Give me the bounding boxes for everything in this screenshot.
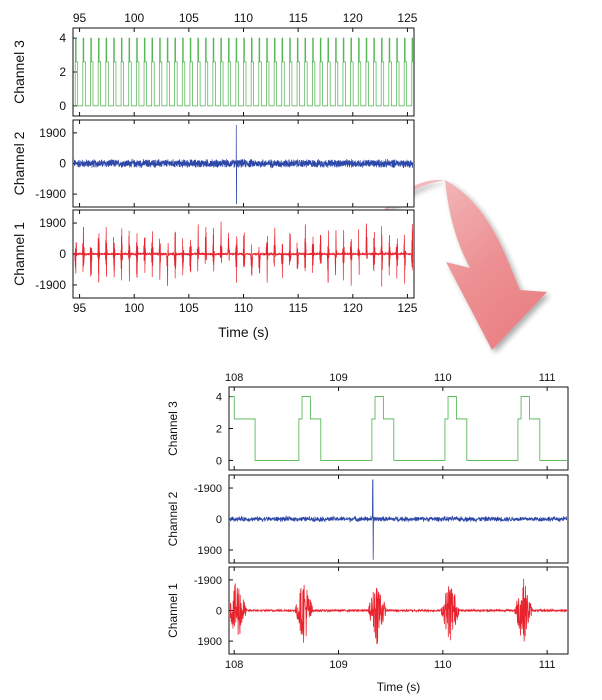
bottom-x-tick-label: 120 — [343, 301, 363, 315]
y-tick-label: 2 — [59, 65, 66, 79]
y-axis-label: Channel 2 — [166, 491, 180, 546]
bottom-x-tick-label: 109 — [329, 659, 347, 671]
y-tick-label: -1900 — [194, 575, 222, 587]
top-x-tick-label: 109 — [329, 372, 347, 384]
y-tick-label: 0 — [59, 157, 66, 171]
panel-channel-2: -1900 0 1900 Channel 2 — [11, 119, 415, 208]
bottom-x-tick-label: 115 — [289, 301, 308, 315]
series-line-channel-3 — [230, 396, 567, 461]
series-line-channel-2 — [230, 479, 567, 560]
y-axis-label: Channel 2 — [11, 131, 27, 195]
y-tick-label: -1900 — [35, 187, 66, 201]
y-tick-label: 4 — [216, 392, 222, 404]
y-tick-label: 0 — [59, 99, 66, 113]
top-x-tick-label: 110 — [234, 11, 253, 25]
bottom-x-tick-label: 110 — [434, 659, 452, 671]
panel-channel-1: -1900 0 1900 Channel 1 — [11, 209, 415, 299]
top-x-tick-label: 100 — [124, 11, 144, 25]
y-tick-label: 0 — [216, 455, 222, 467]
top-x-tick-label: 110 — [434, 372, 452, 384]
bottom-x-tick-label: 105 — [179, 301, 199, 315]
panel-channel-3: 0 2 4 Channel 3 — [166, 386, 569, 471]
x-axis-label: Time (s) — [377, 680, 421, 694]
y-tick-label: 0 — [216, 514, 222, 526]
curved-arrow — [360, 179, 547, 350]
bottom-x-tick-label: 100 — [124, 301, 144, 315]
y-tick-label: 1900 — [39, 216, 66, 230]
bottom-x-tick-label: 108 — [225, 659, 243, 671]
y-tick-label: 0 — [216, 606, 222, 618]
series-line-channel-2 — [74, 124, 413, 205]
bottom-x-tick-label: 125 — [397, 301, 417, 315]
y-tick-label: 2 — [216, 424, 222, 436]
overview-chart: 95 100 105 110 115 120 125 95 100 105 110 115 120 125… — [11, 11, 418, 340]
panel-channel-2: 1900 0 -1900 Channel 2 — [166, 474, 569, 564]
y-tick-label: 4 — [59, 31, 66, 45]
y-tick-label: 1900 — [198, 636, 222, 648]
y-tick-label: 0 — [59, 247, 66, 261]
y-axis-label: Channel 3 — [166, 401, 180, 456]
y-axis-label: Channel 1 — [166, 583, 180, 638]
panel-channel-1: 1900 0 -1900 Channel 1 — [166, 566, 569, 655]
panel-channel-3: 0 2 4 Channel 3 — [11, 27, 415, 117]
top-x-tick-label: 120 — [343, 11, 363, 25]
y-tick-label: 1900 — [39, 126, 66, 140]
bottom-x-tick-label: 111 — [539, 659, 556, 671]
x-axis-label: Time (s) — [218, 324, 269, 340]
y-tick-label: -1900 — [194, 483, 222, 495]
series-line-channel-1 — [230, 578, 567, 645]
top-x-tick-label: 108 — [225, 372, 243, 384]
top-x-tick-label: 125 — [397, 11, 417, 25]
y-tick-label: 1900 — [198, 545, 222, 557]
zoom-chart: 108 109 110 111 108 109 110 111 Time (s) 0 2 4 Chann… — [166, 372, 569, 694]
top-x-tick-label: 95 — [73, 11, 87, 25]
plot-frame — [228, 386, 569, 471]
bottom-x-tick-label: 110 — [234, 301, 253, 315]
y-axis-label: Channel 3 — [11, 40, 27, 104]
top-x-tick-label: 105 — [179, 11, 199, 25]
y-axis-label: Channel 1 — [11, 222, 27, 286]
top-x-tick-label: 111 — [539, 372, 556, 384]
bottom-x-tick-label: 95 — [73, 301, 87, 315]
series-line-channel-1 — [74, 221, 413, 287]
y-tick-label: -1900 — [35, 278, 66, 292]
top-x-tick-label: 115 — [289, 11, 308, 25]
series-line-channel-3 — [74, 37, 413, 107]
